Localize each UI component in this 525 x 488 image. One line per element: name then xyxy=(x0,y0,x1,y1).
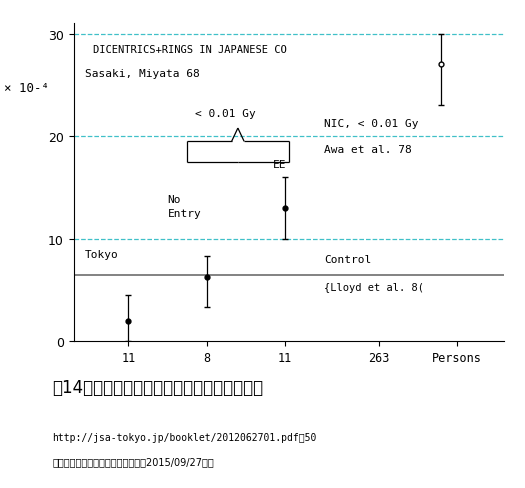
Text: Sasaki, Miyata 68: Sasaki, Miyata 68 xyxy=(85,68,200,79)
Text: 围14　染色体異常のコントロールの異常頻度: 围14 染色体異常のコントロールの異常頻度 xyxy=(52,378,264,396)
Text: 沢田昭二　放射線による内部被曝　2015/09/27取得: 沢田昭二 放射線による内部被曝 2015/09/27取得 xyxy=(52,456,214,466)
Text: No
Entry: No Entry xyxy=(167,195,201,219)
Text: DICENTRICS+RINGS IN JAPANESE CO: DICENTRICS+RINGS IN JAPANESE CO xyxy=(93,45,287,55)
Text: Tokyo: Tokyo xyxy=(85,250,119,260)
Text: {Lloyd et al. 8(: {Lloyd et al. 8( xyxy=(324,282,424,292)
Text: × 10-⁴: × 10-⁴ xyxy=(4,81,49,94)
Text: Control: Control xyxy=(324,255,371,265)
Text: Awa et al. 78: Awa et al. 78 xyxy=(324,145,412,155)
Text: < 0.01 Gy: < 0.01 Gy xyxy=(195,108,256,119)
Text: EE: EE xyxy=(273,160,287,170)
Text: NIC, < 0.01 Gy: NIC, < 0.01 Gy xyxy=(324,119,418,129)
Text: http://jsa-tokyo.jp/booklet/2012062701.pdfｐ50: http://jsa-tokyo.jp/booklet/2012062701.p… xyxy=(52,432,317,442)
